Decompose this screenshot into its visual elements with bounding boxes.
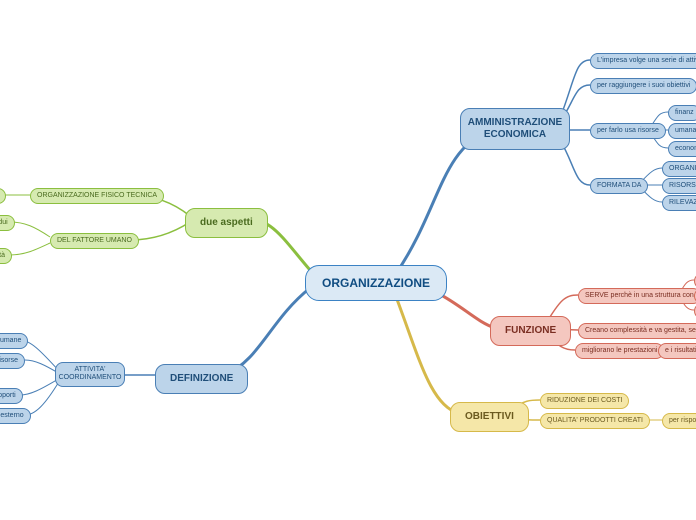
- def-leaf-1c[interactable]: trutture e rapporti: [0, 388, 23, 404]
- mindmap-links: [0, 0, 696, 520]
- da-leaf-2[interactable]: DEL FATTORE UMANO: [50, 233, 139, 249]
- ammin-leaf-3[interactable]: per farlo usa risorse: [590, 123, 666, 139]
- funzione-leaf-3a[interactable]: e i risultati: [658, 343, 696, 359]
- ammin-leaf-1[interactable]: L'impresa volge una serie di attività: [590, 53, 696, 69]
- ammin-leaf-4a[interactable]: ORGANIZZA: [662, 161, 696, 177]
- obiettivi-leaf-2a[interactable]: per risponder: [662, 413, 696, 429]
- ammin-leaf-3b[interactable]: umana: [668, 123, 696, 139]
- ammin-leaf-3c[interactable]: econom: [668, 141, 696, 157]
- obiettivi-leaf-2[interactable]: QUALITA' PRODOTTI CREATI: [540, 413, 650, 429]
- ammin-leaf-4b[interactable]: RISORSE: [662, 178, 696, 194]
- def-leaf-1a[interactable]: risorse umane: [0, 333, 28, 349]
- branch-due-aspetti[interactable]: due aspetti: [185, 208, 268, 238]
- ammin-leaf-4c[interactable]: RILEVAZION: [662, 195, 696, 211]
- def-leaf-1b[interactable]: risorse: [0, 353, 25, 369]
- center-node[interactable]: ORGANIZZAZIONE: [305, 265, 447, 301]
- da-leaf-1[interactable]: ORGANIZZAZIONE FISICO TECNICA: [30, 188, 164, 204]
- def-leaf-1d[interactable]: mondo esterno: [0, 408, 31, 424]
- branch-ammin[interactable]: AMMINISTRAZIONE ECONOMICA: [460, 108, 570, 150]
- branch-definizione[interactable]: DEFINIZIONE: [155, 364, 248, 394]
- obiettivi-leaf-1[interactable]: RIDUZIONE DEI COSTI: [540, 393, 629, 409]
- funzione-leaf-2[interactable]: Creano complessità e va gestita, senza s…: [578, 323, 696, 339]
- branch-funzione[interactable]: FUNZIONE: [490, 316, 571, 346]
- ammin-leaf-2[interactable]: per raggiungere i suoi obiettivi: [590, 78, 696, 94]
- ammin-leaf-3a[interactable]: finanz: [668, 105, 696, 121]
- funzione-leaf-1[interactable]: SERVE perchè in una struttura con: [578, 288, 696, 304]
- ammin-leaf-4[interactable]: FORMATA DA: [590, 178, 648, 194]
- funzione-leaf-3[interactable]: migliorano le prestazioni: [575, 343, 664, 359]
- def-leaf-1[interactable]: ATTIVITA' COORDINAMENTO: [55, 362, 125, 387]
- branch-obiettivi[interactable]: OBIETTIVI: [450, 402, 529, 432]
